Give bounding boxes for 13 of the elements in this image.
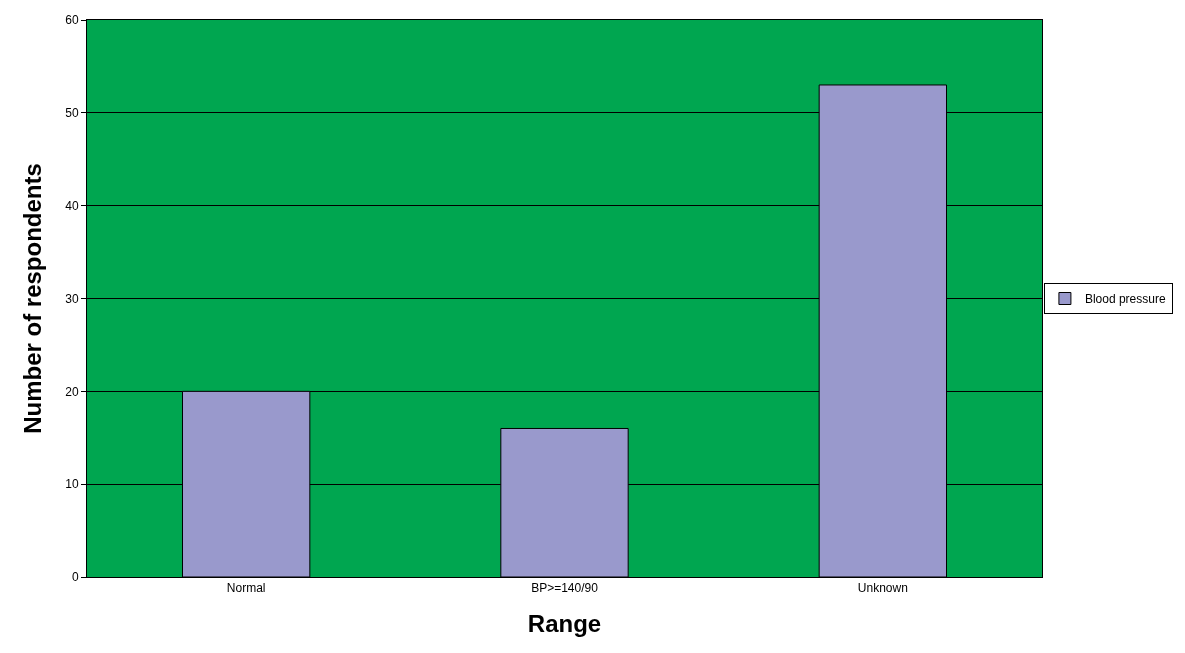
x-axis-title: Range bbox=[527, 609, 602, 637]
y-axis-title: Number of respondents bbox=[19, 163, 47, 434]
legend-label: Blood pressure bbox=[1084, 292, 1166, 307]
y-tick-label: 20 bbox=[65, 384, 79, 399]
y-tick-label: 40 bbox=[65, 198, 79, 213]
y-tick-label: 0 bbox=[71, 570, 79, 585]
x-tick-label: Unknown bbox=[857, 581, 908, 596]
y-tick-label: 10 bbox=[65, 477, 79, 492]
y-tick-label: 60 bbox=[65, 13, 79, 28]
x-tick-label: BP>=140/90 bbox=[531, 581, 599, 596]
y-tick-label: 30 bbox=[65, 291, 79, 306]
x-tick-label: Normal bbox=[226, 581, 266, 596]
y-tick-label: 50 bbox=[65, 106, 79, 121]
